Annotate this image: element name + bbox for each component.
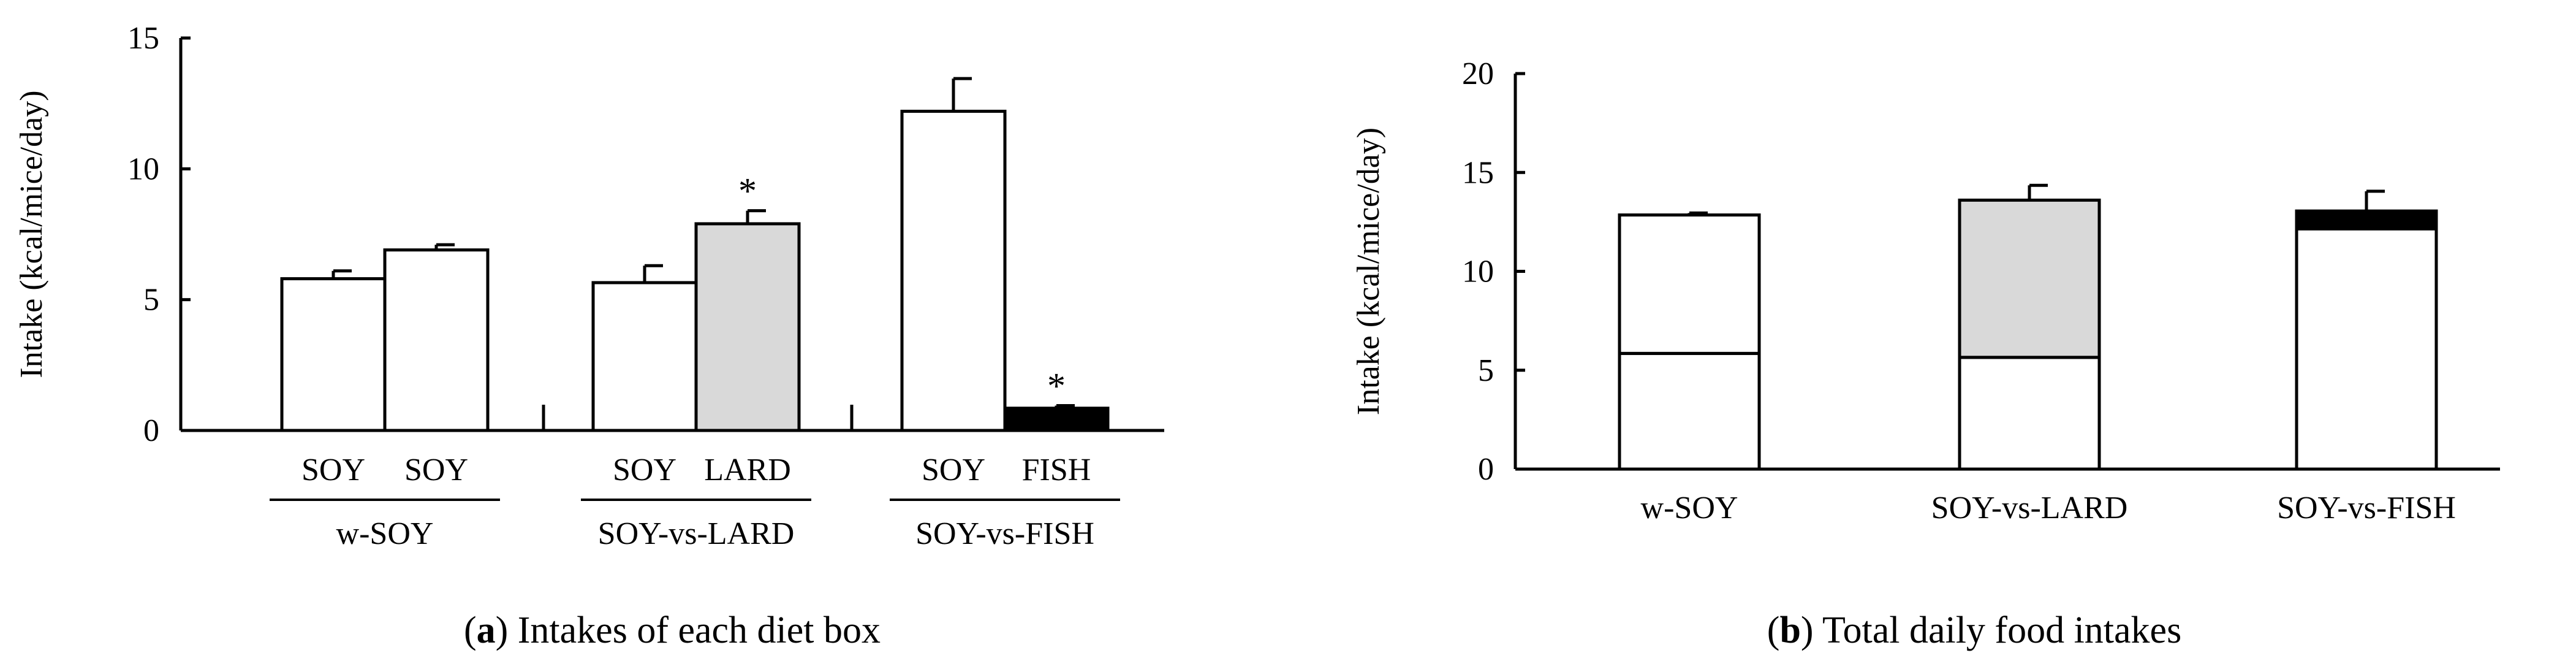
y-tick-label: 10 [127, 151, 159, 186]
bar-segment [1958, 198, 2101, 359]
bar-label: LARD [704, 453, 791, 487]
chart-b-caption-text: ) Total daily food intakes [1801, 610, 2181, 651]
bar [280, 277, 387, 432]
bar-segment [1958, 356, 2101, 471]
y-tick-label: 10 [1462, 254, 1494, 289]
bar [694, 222, 801, 432]
bar-segment [2295, 227, 2438, 471]
y-tick-label: 15 [1462, 155, 1494, 190]
y-tick-label: 5 [1478, 353, 1494, 388]
group-label: w-SOY [336, 516, 434, 551]
bar-label: SOY [922, 453, 985, 487]
y-tick-label: 0 [143, 413, 159, 448]
group-label: SOY-vs-FISH [915, 516, 1094, 551]
bar-label: SOY [301, 453, 365, 487]
chart-b-caption: (b) Total daily food intakes [1767, 610, 2181, 651]
category-label: w-SOY [1641, 491, 1738, 526]
bar-segment [1618, 213, 1761, 355]
chart-a: Intake (kcal/mice/day) 0 5 10 15 SOY SOY w-SO… [14, 21, 1164, 651]
category-label: SOY-vs-FISH [2277, 491, 2456, 526]
significance-marker: * [738, 171, 757, 212]
chart-a-caption-label: a [477, 610, 496, 651]
chart-a-caption: (a) Intakes of each diet box [464, 610, 881, 651]
chart-b: Intake (kcal/mice/day) 0 5 10 15 20 w-SOY SOY… [1351, 56, 2500, 651]
bar [591, 281, 698, 432]
bar-segment [2295, 209, 2438, 231]
bar [900, 109, 1007, 432]
group-label: SOY-vs-LARD [598, 516, 795, 551]
y-tick-label: 0 [1478, 452, 1494, 487]
category-label: SOY-vs-LARD [1931, 491, 2128, 526]
bar-label: SOY [404, 453, 468, 487]
bar [383, 248, 490, 432]
y-tick-label: 20 [1462, 56, 1494, 91]
y-tick-label: 5 [143, 283, 159, 318]
chart-a-caption-text: ) Intakes of each diet box [496, 610, 881, 651]
significance-marker: * [1047, 365, 1066, 406]
bar-segment [1618, 351, 1761, 471]
bar-label: SOY [613, 453, 676, 487]
chart-b-caption-label: b [1779, 610, 1800, 651]
y-tick-label: 15 [127, 21, 159, 56]
bar [1003, 407, 1110, 432]
chart-b-y-axis-label: Intake (kcal/mice/day) [1351, 128, 1386, 415]
bar-label: FISH [1022, 453, 1091, 487]
chart-a-y-axis-label: Intake (kcal/mice/day) [14, 90, 49, 378]
